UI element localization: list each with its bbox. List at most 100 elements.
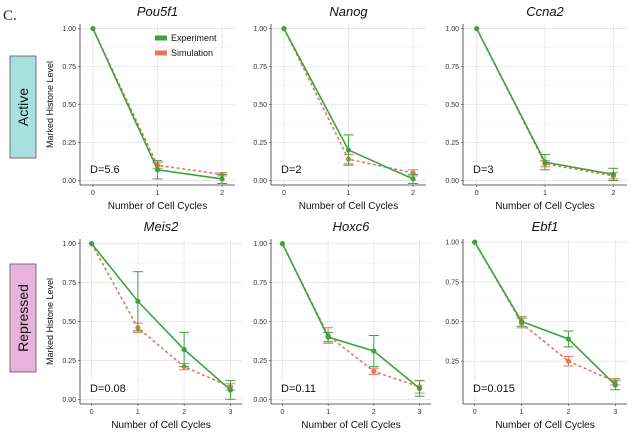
annotation-background (278, 381, 319, 397)
experiment-point (474, 25, 480, 32)
x-tick-label: 0 (280, 409, 284, 416)
chart-nanog: Nanog 0.00 0.25 0.50 0.75 1.00 0 1 2 Number of Ce… (253, 4, 426, 212)
experiment-point (371, 348, 377, 354)
y-tick-label: 0.50 (445, 102, 459, 109)
x-tick-label: 2 (220, 190, 224, 197)
y-tick-label: 0.00 (253, 397, 267, 404)
y-tick-label: 0.50 (62, 319, 76, 326)
chart-ccna2: Ccna2 0.00 0.25 0.50 0.75 1.00 0 1 2 Number of Ce… (445, 4, 627, 212)
chart-title: Ebf1 (532, 219, 559, 234)
y-tick-label: 1.00 (62, 241, 76, 248)
row-label-repressed-box (9, 263, 37, 373)
x-axis-label: Number of Cell Cycles (301, 420, 400, 431)
x-tick-label: 3 (418, 409, 422, 416)
y-tick-label: 0.00 (445, 178, 459, 185)
experiment-point (281, 25, 287, 32)
x-tick-label: 2 (566, 409, 570, 416)
y-tick-label: 0.25 (62, 358, 76, 365)
chart-meis2: Meis2 0.00 0.25 0.50 0.75 1.00 0 1 2 3 Number of C… (45, 219, 242, 431)
experiment-point (542, 159, 548, 165)
x-tick-label: 1 (156, 190, 160, 197)
x-tick-label: 2 (182, 409, 186, 416)
y-tick-label: 0.25 (62, 140, 76, 147)
x-tick-label: 0 (475, 190, 479, 197)
diffusion-annotation: D=3 (473, 164, 494, 176)
y-tick-label: 0.50 (253, 102, 267, 109)
x-tick-label: 3 (613, 409, 617, 416)
diffusion-annotation: D=2 (281, 164, 302, 176)
y-tick-label: 0.00 (62, 397, 76, 404)
y-tick-label: 0.25 (253, 358, 267, 365)
annotation-background (470, 381, 518, 397)
experiment-series-line (281, 243, 421, 390)
y-tick-label: 0.25 (445, 140, 459, 147)
row-label-repressed: Repressed (9, 263, 37, 373)
y-tick-label: 0.25 (445, 359, 459, 366)
x-axis-label: Number of Cell Cycles (495, 420, 594, 431)
simulation-series-line (90, 243, 231, 388)
experiment-series-line (90, 243, 231, 391)
y-tick-label: 0.75 (445, 279, 459, 286)
experiment-point (325, 334, 331, 340)
y-tick-label: 0.75 (445, 64, 459, 71)
chart-title: Pou5f1 (137, 4, 178, 19)
experiment-point (410, 176, 416, 182)
panel-letter: C. (3, 8, 17, 24)
simulation-series-line (281, 243, 420, 388)
x-tick-label: 1 (326, 409, 330, 416)
experiment-point (610, 171, 616, 177)
y-tick-label: 1.00 (253, 241, 267, 248)
y-tick-label: 0.00 (62, 178, 76, 185)
experiment-point (154, 167, 161, 173)
y-tick-label: 1.00 (445, 240, 459, 247)
y-tick-label: 1.00 (445, 26, 459, 33)
x-tick-label: 1 (543, 190, 547, 197)
x-tick-label: 2 (611, 190, 615, 197)
experiment-point (472, 239, 478, 245)
x-tick-label: 1 (347, 190, 351, 197)
experiment-series-line (474, 241, 616, 386)
x-tick-label: 3 (228, 409, 232, 416)
x-tick-label: 2 (372, 409, 376, 416)
experiment-point (90, 25, 96, 32)
chart-title: Ccna2 (526, 4, 564, 19)
experiment-point (227, 387, 234, 393)
x-tick-label: 2 (411, 190, 415, 197)
chart-title: Nanog (329, 4, 368, 19)
experiment-point (279, 241, 286, 247)
experiment-point (612, 382, 618, 388)
row-label-repressed-text: Repressed (15, 284, 31, 352)
annotation-background (470, 162, 497, 178)
y-tick-label: 0.50 (62, 102, 76, 109)
experiment-point (345, 147, 352, 153)
diffusion-annotation: D=0.11 (281, 383, 316, 395)
simulation-point (565, 358, 572, 364)
diffusion-annotation: D=0.08 (90, 383, 126, 395)
row-label-active-text: Active (15, 88, 31, 126)
y-tick-label: 0.25 (253, 140, 267, 147)
annotation-background (87, 381, 129, 397)
diffusion-annotation: D=0.015 (473, 383, 515, 395)
experiment-point (219, 176, 225, 182)
x-tick-label: 0 (91, 190, 95, 197)
y-tick-label: 0.75 (253, 64, 267, 71)
experiment-point (518, 318, 525, 325)
legend: Experiment Simulation (155, 33, 217, 58)
diffusion-annotation: D=5.6 (90, 164, 120, 176)
y-tick-label: 1.00 (62, 26, 76, 33)
row-label-active-box (9, 55, 37, 159)
chart-pou5f1: Pou5f1 0.00 0.25 0.50 0.75 1.00 0 1 2 Number of C… (45, 4, 235, 212)
y-tick-label: 0.50 (253, 319, 267, 326)
x-tick-label: 0 (282, 190, 286, 197)
experiment-point (565, 336, 572, 342)
x-axis-label: Number of Cell Cycles (495, 201, 594, 212)
x-tick-label: 0 (90, 409, 94, 416)
simulation-point (371, 368, 377, 374)
chart-title: Meis2 (144, 219, 179, 234)
y-tick-label: 0.75 (62, 280, 76, 287)
chart-title: Hoxc6 (333, 219, 371, 234)
y-tick-label: 1.00 (253, 26, 267, 33)
experiment-point (88, 241, 95, 247)
y-tick-label: 0.75 (253, 280, 267, 287)
experiment-point (181, 346, 187, 353)
